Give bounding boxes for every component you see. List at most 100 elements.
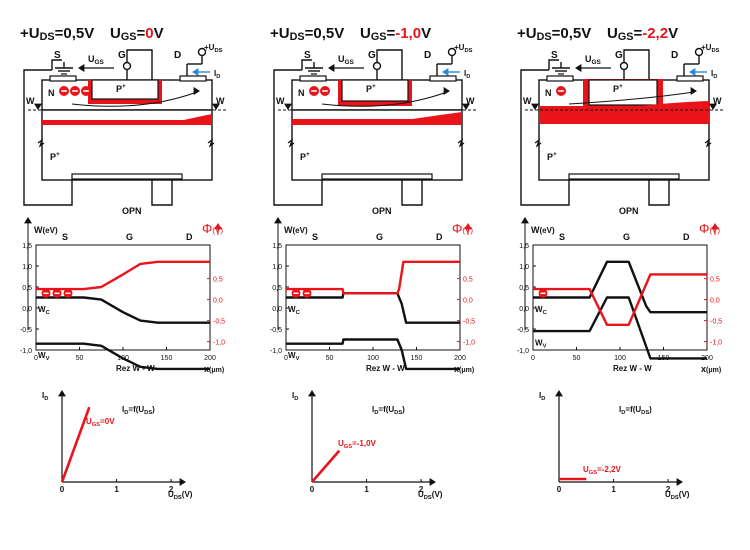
ugs-arrow-head bbox=[328, 64, 335, 72]
source-contact bbox=[49, 75, 77, 82]
label-part: U bbox=[88, 54, 95, 64]
label-part: -0,5 bbox=[270, 327, 282, 334]
label-part: -1,0 bbox=[395, 25, 421, 42]
label-part: 0 bbox=[284, 355, 288, 362]
iv-y-head bbox=[58, 390, 66, 397]
left-tick-label: -1,0 bbox=[270, 348, 282, 355]
opn-wire-left bbox=[273, 69, 323, 206]
left-tick-label: 1,5 bbox=[519, 243, 529, 250]
label-part: V bbox=[543, 344, 547, 350]
potential-line bbox=[286, 260, 460, 295]
left-tick-label: -1,0 bbox=[517, 348, 529, 355]
label-part: 0 bbox=[557, 485, 562, 494]
label-part: 0 bbox=[310, 485, 315, 494]
electron-icon bbox=[52, 288, 62, 298]
electron-icon bbox=[556, 86, 566, 96]
label-part: 0,0 bbox=[272, 306, 282, 313]
label-part: x bbox=[701, 364, 706, 374]
source-contact bbox=[299, 75, 327, 82]
label-part: 1,0 bbox=[22, 264, 32, 271]
x-tick-label: 50 bbox=[326, 355, 334, 362]
id-arrow-head bbox=[442, 68, 449, 76]
cut-arrow-right bbox=[709, 103, 717, 110]
label-part: 200 bbox=[454, 355, 466, 362]
cut-label-left: W bbox=[523, 96, 532, 106]
iv-x-tick-label: 2 bbox=[666, 485, 671, 494]
gate-p-label: P+ bbox=[366, 83, 376, 94]
label-part: C bbox=[296, 310, 300, 316]
label-part: = bbox=[136, 25, 145, 42]
gate-label: G bbox=[615, 50, 623, 61]
label-part: C bbox=[46, 310, 50, 316]
electron-icon bbox=[320, 86, 330, 96]
iv-x-head bbox=[676, 478, 683, 486]
left-tick-label: 1,5 bbox=[22, 243, 32, 250]
electron-flow-head bbox=[443, 87, 450, 95]
label-part: (μm) bbox=[706, 367, 721, 374]
iv-x-label: UDS(V) bbox=[168, 490, 193, 501]
iv-x-head bbox=[179, 478, 186, 486]
left-axis-head bbox=[521, 217, 529, 224]
substrate-p-label: P+ bbox=[50, 151, 60, 162]
drain-contact bbox=[179, 75, 207, 82]
label-part: U bbox=[585, 54, 592, 64]
iv-y-label: ID bbox=[539, 391, 545, 402]
electron-flow-head bbox=[193, 87, 200, 95]
label-part: =f(U bbox=[625, 405, 641, 414]
label-part: U bbox=[583, 465, 589, 474]
iv-y-label: ID bbox=[292, 391, 298, 402]
label-part: +U bbox=[517, 25, 537, 42]
gate-terminal bbox=[372, 61, 382, 71]
left-tick-label: -1,0 bbox=[20, 348, 32, 355]
label-part: + bbox=[122, 83, 126, 90]
ugs-arrow-head bbox=[78, 64, 85, 72]
label-part: 0 bbox=[34, 355, 38, 362]
label-part: I bbox=[464, 69, 466, 78]
label-part: N bbox=[298, 88, 305, 98]
break-mark bbox=[704, 138, 712, 148]
label-part: =0,5V bbox=[55, 25, 95, 42]
substrate-p-label: P+ bbox=[300, 151, 310, 162]
label-part: + bbox=[56, 151, 60, 158]
gate-p-well bbox=[91, 79, 159, 100]
label-part: S bbox=[54, 50, 61, 61]
cut-arrow-right bbox=[462, 103, 470, 110]
label-part: = bbox=[633, 25, 642, 42]
id-arrow-label: ID bbox=[214, 69, 220, 80]
ugs-arrow-label: UGS bbox=[585, 54, 602, 66]
left-tick-label: 0,0 bbox=[22, 306, 32, 313]
label-part: W bbox=[288, 305, 296, 314]
iv-curve-label: UGS=-1,0V bbox=[338, 439, 377, 450]
label-part: (eV) bbox=[540, 226, 555, 235]
label-part: 150 bbox=[161, 355, 173, 362]
label-part: 0 bbox=[145, 25, 153, 42]
drain-depletion bbox=[372, 112, 462, 125]
label-part: U bbox=[665, 490, 671, 499]
panel-title-uds: +UDS=0,5V bbox=[517, 25, 591, 43]
label-part: OPN bbox=[619, 206, 639, 216]
region-label-d: D bbox=[186, 232, 193, 242]
source-wire bbox=[51, 59, 62, 70]
label-part: Φ bbox=[699, 221, 709, 236]
iv-curve-label: UGS=-2,2V bbox=[583, 465, 622, 476]
left-axis-label: W(eV) bbox=[34, 225, 58, 235]
cut-arrow-left bbox=[531, 103, 539, 110]
label-part: DS bbox=[424, 495, 432, 501]
label-part: U bbox=[338, 439, 344, 448]
label-part: -1,0 bbox=[270, 348, 282, 355]
gate-label: G bbox=[368, 50, 376, 61]
label-part: D bbox=[44, 396, 48, 402]
panel-title-ugs: UGS=-1,0V bbox=[360, 25, 431, 43]
left-axis-label: W(eV) bbox=[531, 225, 555, 235]
label-part: D bbox=[294, 396, 298, 402]
wv-label: WV bbox=[288, 351, 300, 362]
label-part: 2 bbox=[666, 485, 671, 494]
electron-icon bbox=[291, 288, 301, 298]
left-tick-label: -0,5 bbox=[517, 327, 529, 334]
label-part: P bbox=[50, 152, 56, 162]
region-label-d: D bbox=[683, 232, 690, 242]
x-tick-label: 200 bbox=[204, 355, 216, 362]
wv-label: WV bbox=[535, 339, 547, 350]
label-part: W bbox=[38, 351, 46, 360]
